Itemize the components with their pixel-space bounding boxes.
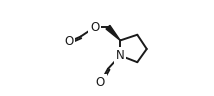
Text: N: N xyxy=(116,49,125,62)
Text: O: O xyxy=(90,21,99,34)
Text: O: O xyxy=(64,35,73,48)
Polygon shape xyxy=(106,25,120,40)
Text: O: O xyxy=(96,76,105,89)
